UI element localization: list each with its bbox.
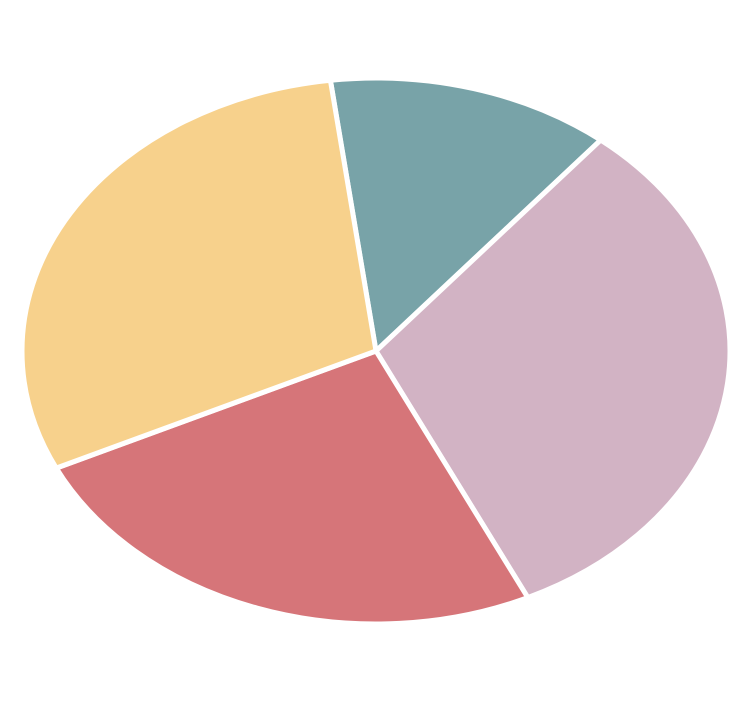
pie-slice bbox=[327, 75, 604, 354]
pie-slice bbox=[373, 137, 733, 601]
pie-slice bbox=[19, 77, 379, 471]
pie-slice bbox=[53, 348, 531, 627]
